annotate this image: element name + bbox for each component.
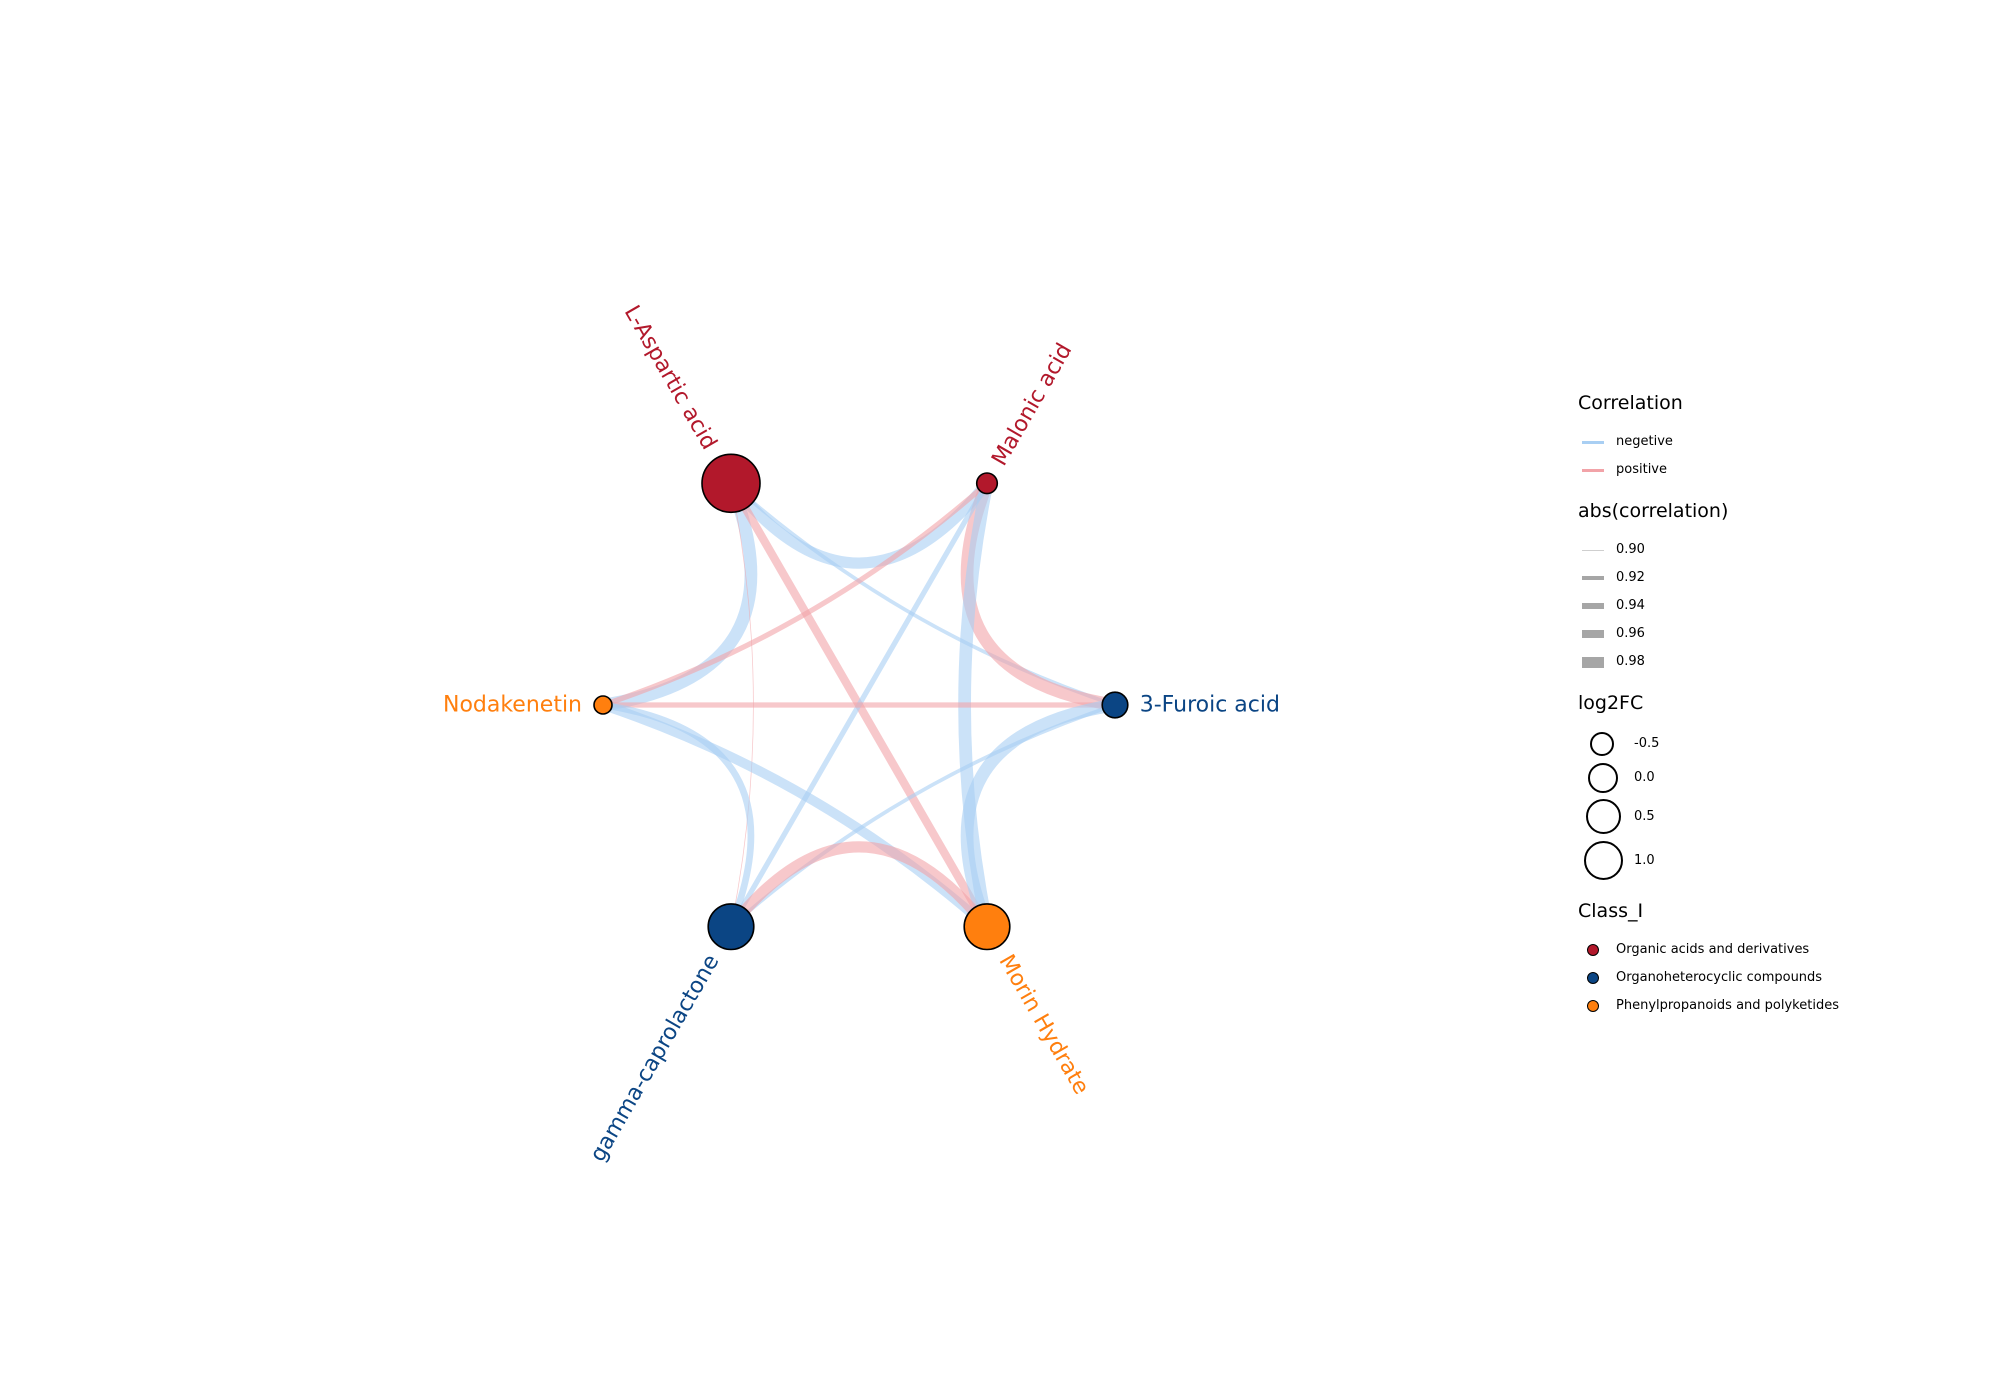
legend-label: negetive [1616, 434, 1673, 449]
negative-edge [725, 477, 993, 569]
legend-label: 0.90 [1616, 542, 1645, 557]
legend-label: Organoheterocyclic compounds [1616, 970, 1823, 985]
legend-abs-title: abs(correlation) [1578, 500, 1729, 522]
width-key [1582, 550, 1604, 551]
legend-abs-correlation: abs(correlation) 0.90 0.92 0.94 0.96 0.9… [1578, 500, 1978, 676]
negative-edge [598, 700, 992, 932]
size-key-circle [1586, 799, 1621, 834]
positive-edge [600, 480, 990, 708]
node-3-furoic-acid[interactable] [1101, 691, 1129, 719]
negative-edge [729, 703, 1117, 929]
negative-edge [599, 701, 755, 931]
node-label: 3-Furoic acid [1140, 693, 1280, 718]
class-dot [1587, 972, 1599, 984]
network-edges [596, 476, 1122, 934]
legend-label: Phenylpropanoids and polyketides [1616, 998, 1839, 1013]
class-dot [1587, 944, 1599, 956]
legend-abs-item: 0.90 [1578, 536, 1978, 564]
legend-log2fc-title: log2FC [1578, 692, 1644, 714]
negative-edge [596, 476, 758, 712]
network-labels: L-Aspartic acid Malonic acid 3-Furoic acid… [443, 301, 1280, 1166]
positive-line-key [1582, 469, 1604, 472]
width-key [1582, 630, 1604, 638]
legend-label: 0.0 [1634, 770, 1655, 785]
negative-line-key [1582, 441, 1604, 444]
legend-abs-item: 0.96 [1578, 620, 1978, 648]
width-key [1582, 603, 1604, 609]
node-nodakenetin[interactable] [593, 695, 613, 715]
legend-label: positive [1616, 462, 1667, 477]
node-label: Morin Hydrate [994, 951, 1094, 1099]
legend-abs-item: 0.94 [1578, 592, 1978, 620]
legend-class: Class_I Organic acids and derivatives Or… [1578, 900, 1978, 1020]
node-label: L-Aspartic acid [619, 301, 722, 454]
positive-edge [725, 841, 993, 933]
legend-abs-item: 0.92 [1578, 564, 1978, 592]
legend-correlation: Correlation negetive positive [1578, 392, 1978, 484]
legend-class-title: Class_I [1578, 900, 1644, 922]
legend-log2fc-item: -0.5 [1578, 728, 1978, 760]
positive-edge [960, 476, 1122, 712]
size-key-circle [1584, 841, 1623, 880]
size-key-circle [1590, 732, 1614, 756]
legend-correlation-title: Correlation [1578, 392, 1683, 414]
legend-label: 1.0 [1634, 853, 1655, 868]
legend-class-item: Organic acids and derivatives [1578, 936, 1978, 964]
width-key [1582, 576, 1604, 580]
node-label: gamma-caprolactone [586, 951, 725, 1167]
legend-label: 0.92 [1616, 570, 1645, 585]
width-key [1582, 657, 1604, 668]
legend-log2fc-item: 1.0 [1578, 838, 1978, 884]
legend-log2fc: log2FC -0.5 0.0 0.5 1.0 [1578, 692, 1978, 884]
legend-label: Organic acids and derivatives [1616, 942, 1810, 957]
legend-abs-item: 0.98 [1578, 648, 1978, 676]
legend: Correlation negetive positive abs(correl… [1578, 392, 1978, 1036]
node-gamma-caprolactone[interactable] [707, 903, 755, 951]
size-key-circle [1588, 763, 1618, 793]
class-dot [1587, 1000, 1599, 1012]
node-morin-hydrate[interactable] [963, 903, 1011, 951]
legend-log2fc-item: 0.0 [1578, 760, 1978, 796]
node-label: Nodakenetin [443, 693, 582, 718]
node-l-aspartic-acid[interactable] [701, 453, 761, 514]
legend-log2fc-item: 0.5 [1578, 796, 1978, 838]
legend-label: 0.5 [1634, 809, 1655, 824]
legend-label: 0.98 [1616, 654, 1645, 669]
legend-correlation-negative: negetive [1578, 428, 1978, 456]
legend-correlation-positive: positive [1578, 456, 1978, 484]
legend-label: 0.96 [1616, 626, 1645, 641]
negative-edge [960, 698, 1122, 934]
network-nodes [593, 453, 1129, 951]
legend-class-item: Organoheterocyclic compounds [1578, 964, 1978, 992]
legend-label: 0.94 [1616, 598, 1645, 613]
node-label: Malonic acid [987, 339, 1077, 470]
node-malonic-acid[interactable] [975, 472, 999, 495]
legend-class-item: Phenylpropanoids and polyketides [1578, 992, 1978, 1020]
legend-label: -0.5 [1634, 736, 1660, 751]
